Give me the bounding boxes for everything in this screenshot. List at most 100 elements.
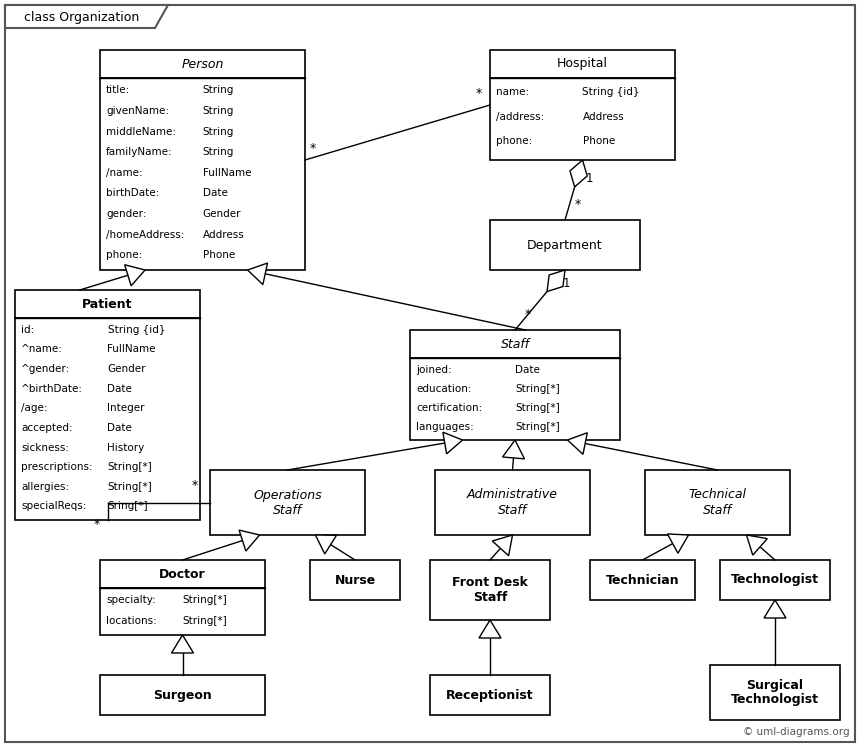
Text: Front Desk
Staff: Front Desk Staff — [452, 576, 528, 604]
Text: Doctor: Doctor — [159, 568, 206, 580]
Text: Sring[*]: Sring[*] — [108, 501, 148, 512]
Text: locations:: locations: — [106, 616, 157, 625]
Text: String[*]: String[*] — [182, 616, 227, 625]
Polygon shape — [667, 534, 689, 554]
Text: languages:: languages: — [416, 422, 474, 432]
Polygon shape — [125, 264, 145, 286]
Bar — [490, 50, 675, 78]
Text: Nurse: Nurse — [335, 574, 376, 586]
Text: sickness:: sickness: — [21, 442, 69, 453]
Polygon shape — [502, 440, 525, 459]
Bar — [720, 560, 830, 600]
Bar — [430, 560, 550, 620]
Text: specialty:: specialty: — [106, 595, 156, 605]
Text: Date: Date — [108, 423, 132, 433]
Polygon shape — [5, 5, 168, 28]
Text: Department: Department — [527, 238, 603, 252]
Text: class Organization: class Organization — [24, 11, 139, 25]
Text: String[*]: String[*] — [182, 595, 227, 605]
Text: phone:: phone: — [106, 250, 142, 261]
Text: *: * — [525, 308, 531, 321]
Text: String: String — [202, 147, 234, 157]
Text: Integer: Integer — [108, 403, 145, 413]
Text: History: History — [108, 442, 144, 453]
Text: String: String — [202, 106, 234, 116]
Text: Person: Person — [181, 58, 224, 70]
Text: Date: Date — [202, 188, 227, 199]
Text: *: * — [94, 518, 100, 531]
Bar — [490, 220, 640, 270]
Text: birthDate:: birthDate: — [106, 188, 159, 199]
Text: Technician: Technician — [605, 574, 679, 586]
Bar — [100, 78, 305, 270]
Text: Technologist: Technologist — [731, 574, 819, 586]
Text: /address:: /address: — [496, 111, 544, 122]
Text: prescriptions:: prescriptions: — [21, 462, 93, 472]
Text: *: * — [476, 87, 482, 100]
Polygon shape — [248, 263, 267, 285]
Text: 1: 1 — [563, 277, 570, 290]
Bar — [410, 330, 620, 358]
Text: Date: Date — [515, 365, 540, 375]
Text: specialReqs:: specialReqs: — [21, 501, 86, 512]
Polygon shape — [492, 535, 513, 556]
Polygon shape — [171, 635, 194, 653]
Text: /name:: /name: — [106, 168, 143, 178]
Text: ^birthDate:: ^birthDate: — [21, 384, 83, 394]
Text: ^gender:: ^gender: — [21, 364, 71, 374]
Text: title:: title: — [106, 85, 130, 95]
Text: FullName: FullName — [108, 344, 156, 355]
Text: Operations
Staff: Operations Staff — [253, 489, 322, 516]
Text: phone:: phone: — [496, 137, 532, 146]
Text: String {id}: String {id} — [108, 325, 165, 335]
Text: Administrative
Staff: Administrative Staff — [467, 489, 558, 516]
Text: allergies:: allergies: — [21, 482, 69, 492]
Bar — [710, 665, 840, 720]
Bar — [100, 50, 305, 78]
Text: Date: Date — [108, 384, 132, 394]
Text: *: * — [310, 142, 316, 155]
Text: familyName:: familyName: — [106, 147, 173, 157]
Text: 1: 1 — [585, 172, 593, 185]
Bar — [410, 358, 620, 440]
Polygon shape — [316, 535, 336, 554]
Bar — [430, 675, 550, 715]
Bar — [100, 675, 265, 715]
Text: /age:: /age: — [21, 403, 47, 413]
Polygon shape — [479, 620, 501, 638]
Text: id:: id: — [21, 325, 34, 335]
Text: gender:: gender: — [106, 209, 146, 219]
Text: Address: Address — [202, 230, 244, 240]
Polygon shape — [568, 433, 587, 454]
Polygon shape — [239, 530, 260, 551]
Text: String[*]: String[*] — [515, 384, 560, 394]
Bar — [590, 560, 695, 600]
Text: joined:: joined: — [416, 365, 452, 375]
Text: Surgeon: Surgeon — [153, 689, 212, 701]
Text: Staff: Staff — [501, 338, 530, 350]
Text: Address: Address — [582, 111, 624, 122]
Bar — [15, 318, 200, 520]
Bar — [490, 78, 675, 160]
Text: Gender: Gender — [202, 209, 241, 219]
Bar — [210, 470, 365, 535]
Text: middleName:: middleName: — [106, 126, 176, 137]
Text: ^name:: ^name: — [21, 344, 63, 355]
Bar — [100, 560, 265, 588]
Text: Patient: Patient — [83, 297, 132, 311]
Text: String[*]: String[*] — [108, 462, 152, 472]
Bar — [645, 470, 790, 535]
Bar — [100, 588, 265, 635]
Text: name:: name: — [496, 87, 529, 96]
Bar — [310, 560, 400, 600]
Text: /homeAddress:: /homeAddress: — [106, 230, 184, 240]
Polygon shape — [746, 535, 767, 555]
Polygon shape — [764, 600, 786, 618]
Text: Phone: Phone — [202, 250, 235, 261]
Text: accepted:: accepted: — [21, 423, 72, 433]
Text: String[*]: String[*] — [515, 422, 560, 432]
Text: *: * — [575, 198, 581, 211]
Text: String {id}: String {id} — [582, 87, 640, 96]
Text: String[*]: String[*] — [515, 403, 560, 413]
Text: givenName:: givenName: — [106, 106, 169, 116]
